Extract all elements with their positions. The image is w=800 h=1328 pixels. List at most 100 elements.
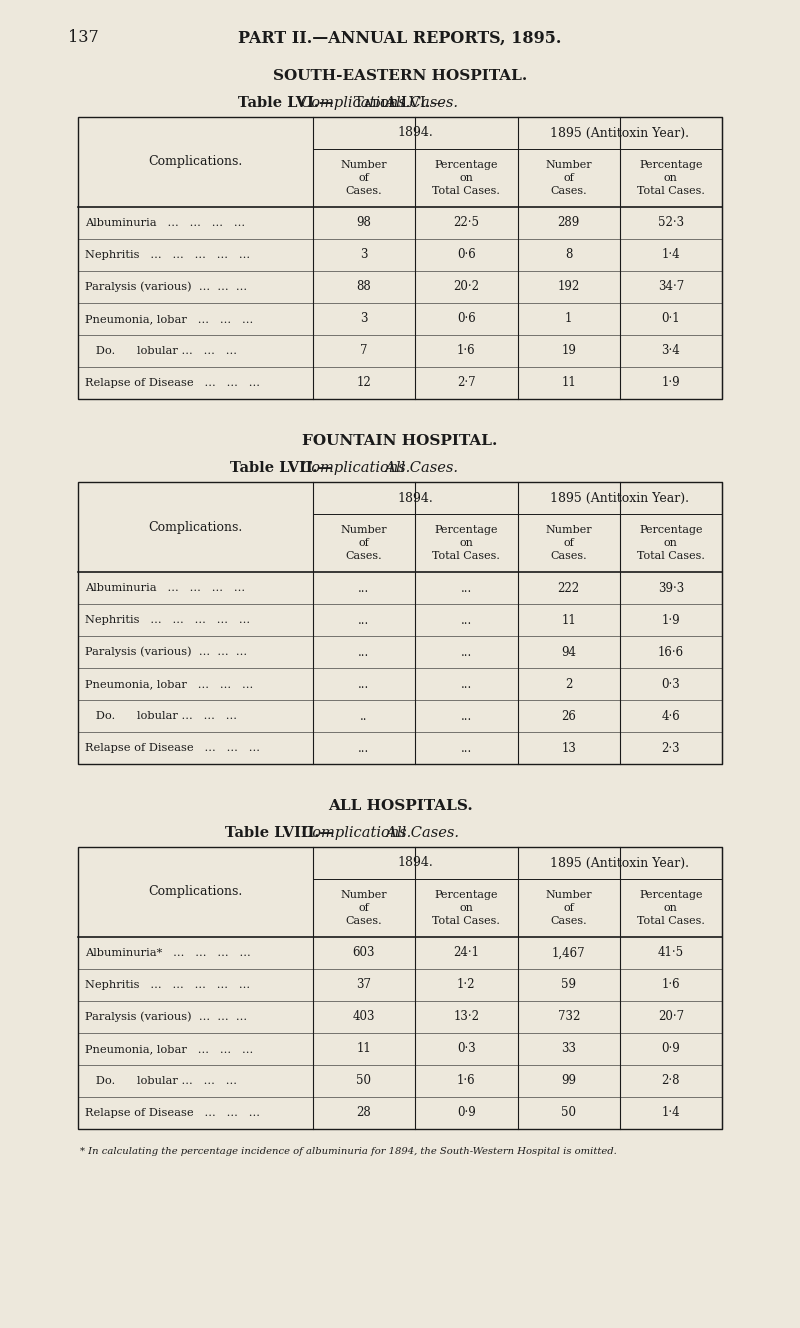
Text: Relapse of Disease   ...   ...   ...: Relapse of Disease ... ... ...	[85, 742, 260, 753]
Text: ...: ...	[461, 709, 472, 722]
Text: Complications.: Complications.	[149, 521, 242, 534]
Text: 1894.: 1894.	[398, 126, 434, 139]
Text: 26: 26	[562, 709, 576, 722]
Text: 20·7: 20·7	[658, 1011, 684, 1024]
Text: ...: ...	[461, 677, 472, 691]
Bar	[78, 482, 722, 764]
Text: Tᴀᴅʟᴇ LVI.—: Tᴀᴅʟᴇ LVI.—	[354, 96, 446, 110]
Text: All Cases.: All Cases.	[376, 461, 458, 475]
Text: 20·2: 20·2	[454, 280, 479, 293]
Text: Table LVIII.—: Table LVIII.—	[225, 826, 334, 841]
Text: 52·3: 52·3	[658, 216, 684, 230]
Text: 3: 3	[360, 312, 368, 325]
Text: 11: 11	[562, 614, 576, 627]
Text: 0·3: 0·3	[662, 677, 680, 691]
Text: ...: ...	[461, 741, 472, 754]
Text: Relapse of Disease   ...   ...   ...: Relapse of Disease ... ... ...	[85, 378, 260, 388]
Text: Albuminuria*   ...   ...   ...   ...: Albuminuria* ... ... ... ...	[85, 948, 250, 957]
Text: ...: ...	[461, 614, 472, 627]
Text: Percentage
on
Total Cases.: Percentage on Total Cases.	[637, 525, 705, 562]
Text: PART II.—ANNUAL REPORTS, 1895.: PART II.—ANNUAL REPORTS, 1895.	[238, 29, 562, 46]
Text: Paralysis (various)  ...  ...  ...: Paralysis (various) ... ... ...	[85, 282, 247, 292]
Text: All Cases.: All Cases.	[377, 826, 459, 841]
Text: Pneumonia, lobar   ...   ...   ...: Pneumonia, lobar ... ... ...	[85, 1044, 254, 1054]
Text: 2·7: 2·7	[457, 377, 476, 389]
Text: Number
of
Cases.: Number of Cases.	[546, 159, 592, 197]
Text: 39·3: 39·3	[658, 582, 684, 595]
Text: 3: 3	[360, 248, 368, 262]
Text: 16·6: 16·6	[658, 645, 684, 659]
Text: 11: 11	[357, 1042, 371, 1056]
Text: 13: 13	[562, 741, 576, 754]
Text: Relapse of Disease   ...   ...   ...: Relapse of Disease ... ... ...	[85, 1108, 260, 1118]
Text: ...: ...	[358, 645, 370, 659]
Bar	[78, 117, 722, 398]
Text: 603: 603	[353, 947, 375, 960]
Text: Complications.: Complications.	[301, 826, 411, 841]
Text: ALL HOSPITALS.: ALL HOSPITALS.	[328, 799, 472, 813]
Text: Number
of
Cases.: Number of Cases.	[341, 890, 387, 926]
Text: 1894.: 1894.	[398, 857, 434, 870]
Text: 1·9: 1·9	[662, 614, 680, 627]
Text: 1: 1	[565, 312, 573, 325]
Text: 7: 7	[360, 344, 368, 357]
Text: Percentage
on
Total Cases.: Percentage on Total Cases.	[432, 159, 500, 197]
Text: 19: 19	[562, 344, 576, 357]
Text: Number
of
Cases.: Number of Cases.	[341, 159, 387, 197]
Text: Pneumonia, lobar   ...   ...   ...: Pneumonia, lobar ... ... ...	[85, 679, 254, 689]
Text: Paralysis (various)  ...  ...  ...: Paralysis (various) ... ... ...	[85, 1012, 247, 1023]
Text: ...: ...	[461, 645, 472, 659]
Text: 403: 403	[353, 1011, 375, 1024]
Text: 88: 88	[357, 280, 371, 293]
Text: 0·9: 0·9	[457, 1106, 476, 1120]
Text: 34·7: 34·7	[658, 280, 684, 293]
Text: 41·5: 41·5	[658, 947, 684, 960]
Text: All Cases.: All Cases.	[376, 96, 458, 110]
Text: Paralysis (various)  ...  ...  ...: Paralysis (various) ... ... ...	[85, 647, 247, 657]
Text: ...: ...	[358, 614, 370, 627]
Bar	[78, 847, 722, 1129]
Text: Complications.: Complications.	[149, 886, 242, 899]
Text: 22·5: 22·5	[454, 216, 479, 230]
Text: 8: 8	[565, 248, 573, 262]
Text: ...: ...	[358, 741, 370, 754]
Text: 1·2: 1·2	[457, 979, 475, 992]
Text: 0·3: 0·3	[457, 1042, 476, 1056]
Text: Complications.: Complications.	[300, 96, 410, 110]
Text: 1894.: 1894.	[398, 491, 434, 505]
Text: 99: 99	[562, 1074, 576, 1088]
Text: 94: 94	[562, 645, 576, 659]
Text: 50: 50	[357, 1074, 371, 1088]
Text: * In calculating the percentage incidence of albuminuria for 1894, the South-Wes: * In calculating the percentage incidenc…	[80, 1146, 617, 1155]
Text: Percentage
on
Total Cases.: Percentage on Total Cases.	[637, 159, 705, 197]
Text: 11: 11	[562, 377, 576, 389]
Text: 12: 12	[357, 377, 371, 389]
Text: 1,467: 1,467	[552, 947, 586, 960]
Text: SOUTH-EASTERN HOSPITAL.: SOUTH-EASTERN HOSPITAL.	[273, 69, 527, 82]
Text: 1895 (Antitoxin Year).: 1895 (Antitoxin Year).	[550, 126, 690, 139]
Text: 4·6: 4·6	[662, 709, 680, 722]
Text: 732: 732	[558, 1011, 580, 1024]
Text: 13·2: 13·2	[454, 1011, 479, 1024]
Text: 2·8: 2·8	[662, 1074, 680, 1088]
Text: ...: ...	[461, 582, 472, 595]
Text: 59: 59	[562, 979, 576, 992]
Text: Percentage
on
Total Cases.: Percentage on Total Cases.	[432, 890, 500, 926]
Text: ...: ...	[358, 677, 370, 691]
Text: 33: 33	[562, 1042, 576, 1056]
Text: Table LVII.—: Table LVII.—	[230, 461, 332, 475]
Text: Albuminuria   ...   ...   ...   ...: Albuminuria ... ... ... ...	[85, 218, 245, 228]
Text: 2·3: 2·3	[662, 741, 680, 754]
Text: 1·9: 1·9	[662, 377, 680, 389]
Text: Complications.: Complications.	[149, 155, 242, 169]
Text: 3·4: 3·4	[662, 344, 680, 357]
Text: Nephritis   ...   ...   ...   ...   ...: Nephritis ... ... ... ... ...	[85, 250, 250, 260]
Text: 2: 2	[565, 677, 573, 691]
Text: Do.      lobular ...   ...   ...: Do. lobular ... ... ...	[85, 347, 237, 356]
Text: 98: 98	[357, 216, 371, 230]
Text: 137: 137	[68, 29, 98, 46]
Text: 0·6: 0·6	[457, 312, 476, 325]
Text: ..: ..	[360, 709, 368, 722]
Text: 289: 289	[558, 216, 580, 230]
Text: 1·4: 1·4	[662, 248, 680, 262]
